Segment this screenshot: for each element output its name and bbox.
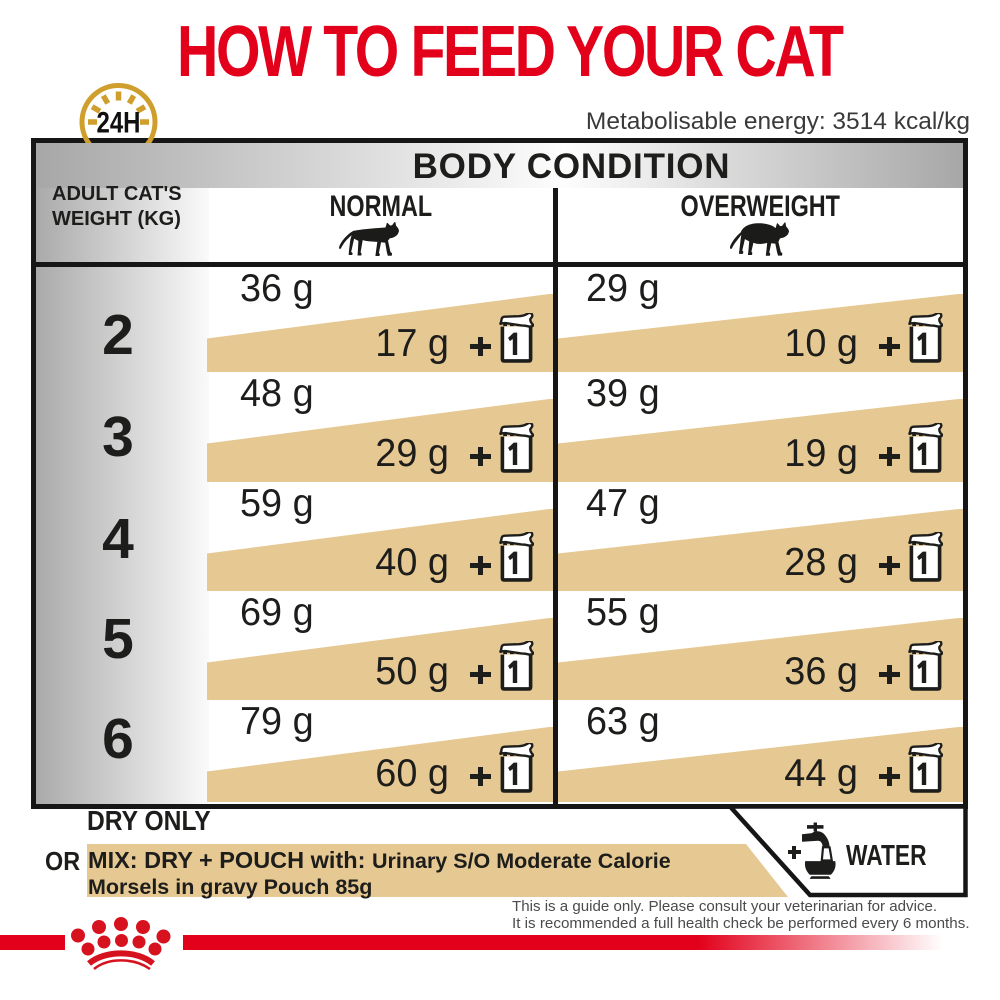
svg-text:24H: 24H: [97, 107, 141, 140]
